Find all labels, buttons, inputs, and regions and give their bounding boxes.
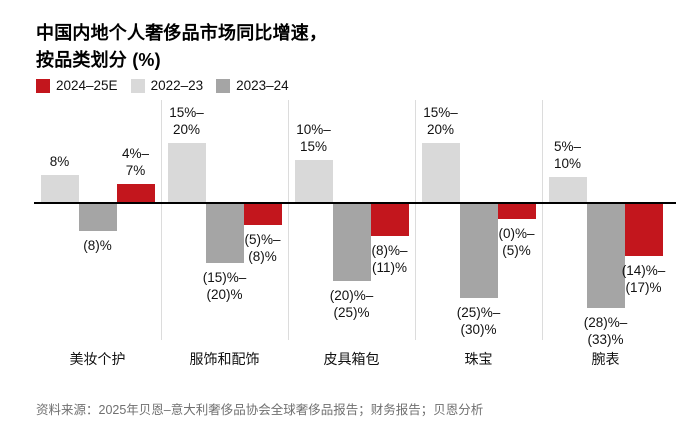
source-note: 资料来源：2025年贝恩–意大利奢侈品协会全球奢侈品报告；财务报告；贝恩分析 xyxy=(36,403,484,417)
legend-item-2022–23: 2022–23 xyxy=(130,78,204,93)
chart-title-line1: 中国内地个人奢侈品市场同比增速， xyxy=(36,23,328,43)
category-label: 腕表 xyxy=(591,351,620,367)
legend-swatch xyxy=(130,78,145,93)
value-label: (8)% xyxy=(83,237,112,253)
bar-2024–25E-美妆个护 xyxy=(116,184,155,203)
value-label: (25)%– (30)% xyxy=(456,304,501,337)
bar-2023–24-皮具箱包 xyxy=(332,203,371,281)
bar-2024–25E-珠宝 xyxy=(497,203,536,219)
bar-2023–24-服饰和配饰 xyxy=(205,203,244,264)
legend-label: 2023–24 xyxy=(236,78,289,93)
value-label: (15)%– (20)% xyxy=(202,270,247,303)
bar-2024–25E-皮具箱包 xyxy=(370,203,409,236)
chart-title-line2: 按品类划分 (%) xyxy=(36,50,161,70)
category-label: 皮具箱包 xyxy=(323,351,380,367)
value-label: 15%– 20% xyxy=(169,104,204,137)
bar-2024–25E-服饰和配饰 xyxy=(243,203,282,226)
value-label: (28)%– (33)% xyxy=(583,315,628,348)
bar-2022–23-珠宝 xyxy=(421,142,460,203)
value-label: 15%– 20% xyxy=(423,104,458,137)
category-label: 美妆个护 xyxy=(69,351,126,367)
bar-2023–24-珠宝 xyxy=(459,203,498,298)
value-label: (5)%– (8)% xyxy=(244,232,281,265)
legend-label: 2022–23 xyxy=(150,78,204,93)
value-label: (20)%– (25)% xyxy=(329,287,374,320)
legend-swatch xyxy=(36,78,50,93)
value-label: 8% xyxy=(49,154,70,170)
legend-item-2024–25E: 2024–25E xyxy=(36,78,118,93)
chart-title: 中国内地个人奢侈品市场同比增速， 按品类划分 (%) xyxy=(36,20,327,74)
bar-2023–24-腕表 xyxy=(586,203,625,309)
value-label: (14)%– (17)% xyxy=(621,263,666,296)
legend-swatch xyxy=(216,78,231,93)
zero-axis-line xyxy=(34,202,676,204)
value-label: 10%– 15% xyxy=(296,121,331,154)
category-separator-line xyxy=(542,100,543,340)
value-label: (0)%– (5)% xyxy=(498,226,535,258)
bar-2022–23-皮具箱包 xyxy=(294,159,333,203)
chart-legend: 2024–25E 2022–23 2023–24 xyxy=(36,78,289,93)
category-separator-line xyxy=(288,100,289,340)
value-label: 5%– 10% xyxy=(553,139,582,172)
bar-2022–23-腕表 xyxy=(548,177,587,203)
legend-label: 2024–25E xyxy=(56,78,118,93)
bar-2022–23-服饰和配饰 xyxy=(167,142,206,203)
value-label: 4%– 7% xyxy=(121,146,150,179)
category-separator-line xyxy=(415,100,416,340)
category-label: 珠宝 xyxy=(464,351,493,367)
category-separator-line xyxy=(161,100,162,340)
value-label: (8)%– (11)% xyxy=(371,242,408,275)
category-label: 服饰和配饰 xyxy=(189,351,260,367)
legend-item-2023–24: 2023–24 xyxy=(216,78,289,93)
bar-2024–25E-腕表 xyxy=(624,203,663,257)
bar-2023–24-美妆个护 xyxy=(78,203,117,231)
bar-2022–23-美妆个护 xyxy=(40,175,79,203)
